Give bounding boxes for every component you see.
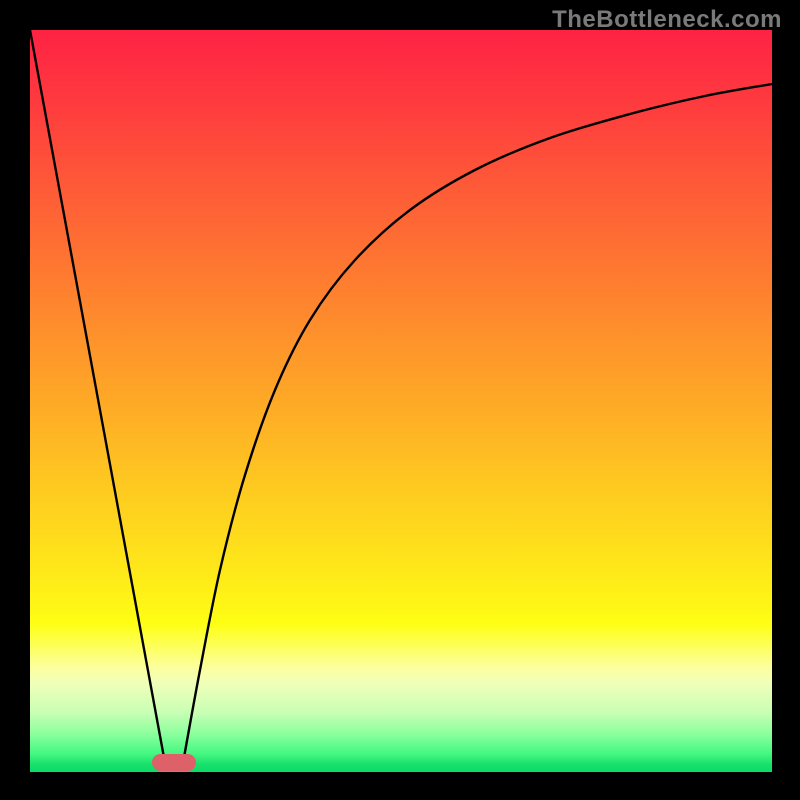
right-curve: [183, 84, 772, 763]
chart-container: { "watermark": { "text": "TheBottleneck.…: [0, 0, 800, 800]
left-line: [30, 30, 165, 763]
notch-marker: [152, 754, 196, 771]
watermark-text: TheBottleneck.com: [552, 6, 782, 34]
curve-layer: [30, 30, 772, 772]
plot-area: [30, 30, 772, 772]
